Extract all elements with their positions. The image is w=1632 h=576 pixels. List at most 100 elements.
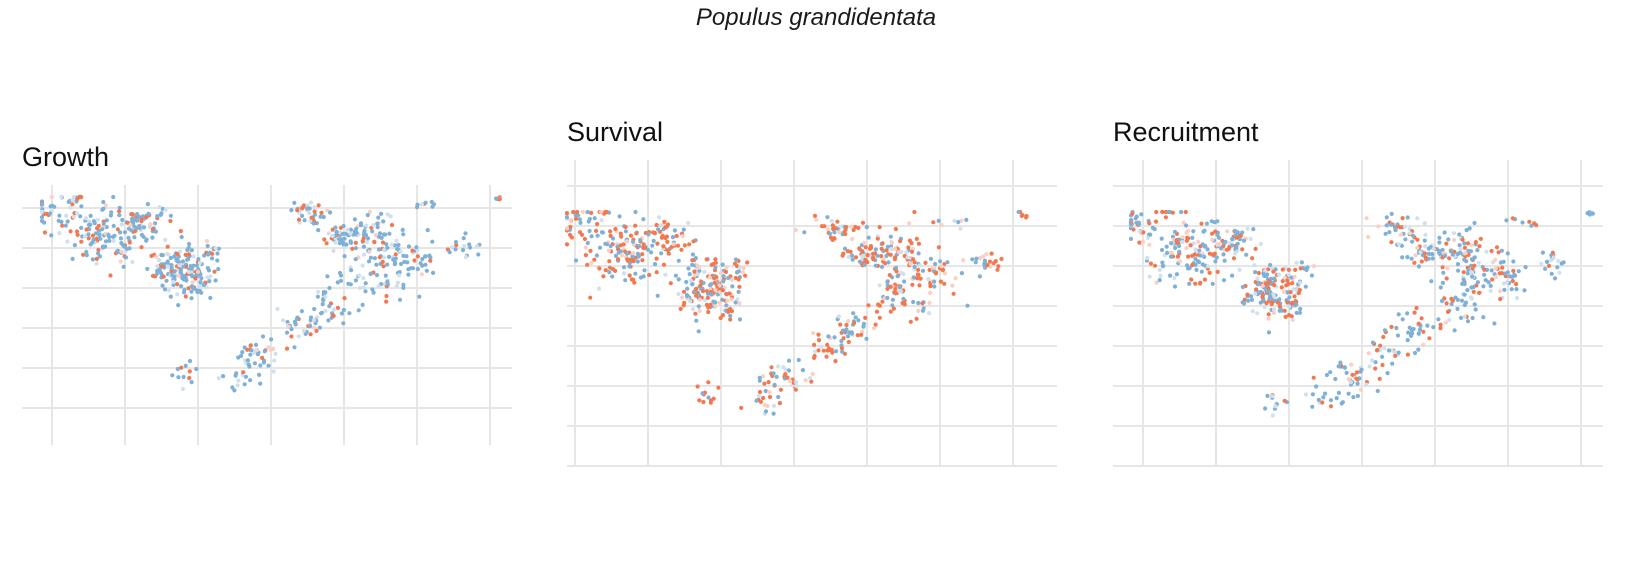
site-point [129, 212, 134, 217]
site-point [981, 254, 986, 259]
site-point [1233, 228, 1238, 233]
site-point [633, 271, 638, 276]
site-point [1244, 252, 1249, 257]
site-point [629, 277, 634, 282]
site-point [577, 217, 582, 222]
site-point [1427, 336, 1432, 341]
site-point [844, 322, 849, 328]
site-point [1282, 308, 1287, 313]
site-point [326, 231, 331, 236]
site-point [1366, 234, 1371, 240]
site-point [741, 266, 746, 271]
site-point [664, 234, 669, 239]
site-point [1266, 267, 1271, 272]
site-point [1488, 283, 1493, 288]
site-point [586, 219, 591, 224]
site-point [368, 255, 373, 260]
site-point [97, 232, 102, 238]
site-point [341, 321, 346, 326]
site-point [361, 236, 366, 241]
site-point [180, 386, 186, 392]
site-point [175, 251, 180, 257]
site-point [687, 272, 692, 277]
site-point [1559, 261, 1564, 266]
site-point [1271, 307, 1276, 312]
site-point [693, 311, 698, 316]
site-point [1514, 282, 1519, 287]
site-point [687, 242, 692, 247]
site-point [100, 245, 105, 250]
site-point [1263, 406, 1268, 411]
site-point [197, 260, 202, 266]
site-point [856, 318, 861, 323]
site-point [1199, 269, 1204, 274]
site-point [1488, 288, 1493, 293]
site-point [370, 229, 375, 234]
site-point [1268, 276, 1274, 281]
site-point [292, 345, 297, 350]
site-point [325, 208, 330, 213]
site-point [1470, 315, 1475, 321]
site-point [1462, 292, 1467, 297]
site-point [871, 251, 876, 256]
site-point [942, 281, 947, 286]
site-point [1354, 370, 1360, 375]
site-point [159, 211, 164, 216]
site-point [155, 214, 160, 219]
site-point [1472, 263, 1477, 268]
site-point [725, 298, 730, 303]
site-point [927, 300, 932, 305]
site-point [1158, 273, 1163, 278]
site-point [325, 274, 330, 279]
site-point [95, 217, 100, 222]
site-point [87, 219, 92, 224]
site-point [625, 239, 630, 244]
site-point [1529, 223, 1534, 228]
site-point [1262, 304, 1267, 309]
site-point [583, 245, 588, 250]
site-point [186, 269, 191, 275]
site-point [92, 221, 97, 226]
site-point [1543, 266, 1548, 271]
site-point [410, 248, 415, 253]
site-point [728, 317, 733, 322]
site-point [186, 252, 191, 257]
site-point [628, 233, 634, 238]
panel-survival: Survival [564, 115, 1077, 475]
site-point [564, 242, 570, 247]
site-point [927, 311, 932, 316]
site-point [1128, 222, 1134, 227]
site-point [307, 206, 312, 211]
site-point [640, 252, 645, 257]
site-point [320, 302, 325, 307]
site-point [716, 385, 721, 390]
site-point [894, 269, 899, 274]
site-point [497, 197, 502, 202]
site-point [595, 221, 600, 227]
site-point [902, 279, 907, 284]
site-point [1174, 272, 1179, 277]
site-point [1250, 256, 1255, 261]
site-point [368, 271, 373, 276]
site-point [760, 374, 766, 379]
site-point [176, 303, 181, 308]
site-point [1412, 260, 1417, 265]
site-point [682, 243, 687, 248]
site-point [388, 214, 393, 219]
site-point [640, 258, 645, 263]
site-point [395, 246, 400, 252]
site-point [1407, 325, 1412, 330]
site-point [289, 334, 294, 339]
site-point [958, 226, 963, 231]
site-point [1416, 347, 1421, 352]
site-point [982, 258, 987, 263]
site-point [86, 236, 91, 241]
site-point [1405, 255, 1410, 260]
site-point [728, 313, 733, 318]
site-point [189, 380, 194, 385]
site-point [130, 259, 135, 265]
site-point [695, 384, 700, 389]
site-point [623, 278, 628, 283]
site-point [154, 271, 159, 276]
site-point [697, 297, 702, 302]
